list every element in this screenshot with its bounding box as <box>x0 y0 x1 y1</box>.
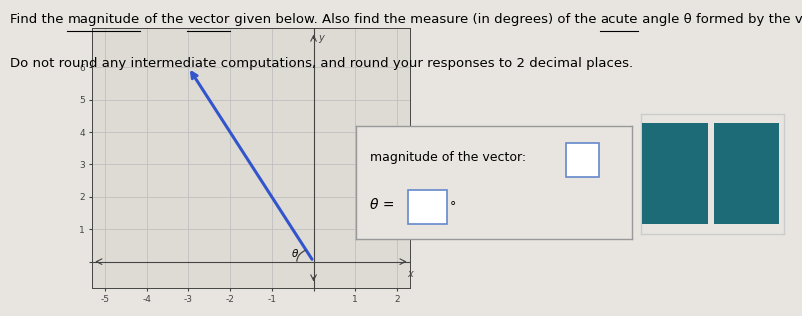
FancyBboxPatch shape <box>407 190 447 224</box>
Text: angle θ formed by the vector and the x-axis.: angle θ formed by the vector and the x-a… <box>637 13 802 26</box>
FancyBboxPatch shape <box>565 143 598 177</box>
Text: θ =: θ = <box>369 198 394 212</box>
Text: of the: of the <box>140 13 187 26</box>
FancyBboxPatch shape <box>713 123 779 224</box>
Text: vector: vector <box>187 13 229 26</box>
Text: magnitude of the vector:: magnitude of the vector: <box>369 151 525 164</box>
Text: y: y <box>318 33 324 43</box>
Text: Find the: Find the <box>10 13 67 26</box>
FancyBboxPatch shape <box>642 123 707 224</box>
Text: acute: acute <box>600 13 637 26</box>
Text: °: ° <box>449 200 456 213</box>
Text: magnitude: magnitude <box>67 13 140 26</box>
Text: θ: θ <box>291 249 298 259</box>
Text: ×: × <box>666 164 683 183</box>
Text: x: x <box>407 269 413 279</box>
Text: given below. Also find the measure (in degrees) of the: given below. Also find the measure (in d… <box>229 13 600 26</box>
Text: Do not round any intermediate computations, and round your responses to 2 decima: Do not round any intermediate computatio… <box>10 57 632 70</box>
Text: ↺: ↺ <box>738 164 754 183</box>
